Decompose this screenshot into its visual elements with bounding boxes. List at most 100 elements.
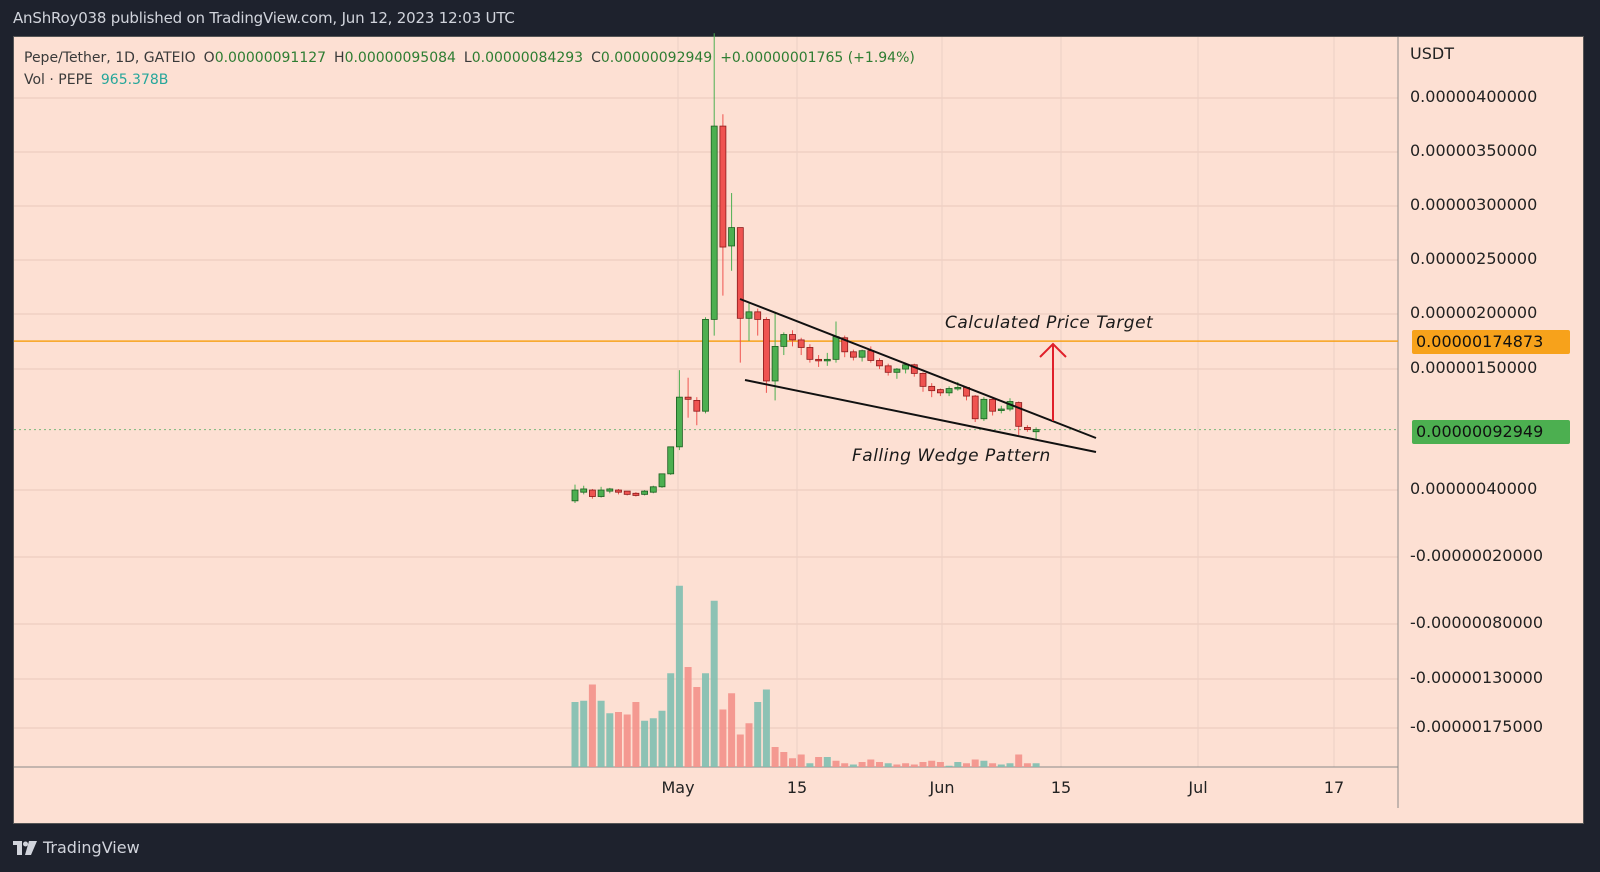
candle-body	[641, 490, 648, 495]
volume-bar	[997, 764, 1005, 767]
open-label: O	[203, 50, 215, 66]
candle-body	[580, 488, 588, 493]
volume-value: 965.378B	[100, 72, 169, 88]
arrow-head-icon	[1039, 342, 1067, 358]
candle-body	[632, 492, 640, 496]
volume-bar	[588, 684, 596, 767]
candle-body	[649, 486, 657, 493]
volume-bar	[641, 720, 649, 767]
candle-body	[667, 446, 675, 475]
candle-body	[736, 227, 744, 319]
volume-bar	[771, 747, 779, 767]
candle-body	[823, 358, 831, 362]
volume-bar	[858, 762, 866, 767]
candle-body	[832, 336, 840, 360]
price-tick-label: 0.00000250000	[1410, 249, 1538, 268]
price-tick-label: -0.00000175000	[1410, 717, 1544, 736]
volume-bar	[815, 757, 823, 767]
volume-bar	[762, 689, 770, 767]
candle-body	[806, 347, 814, 360]
volume-bar	[789, 758, 796, 767]
volume-bar	[780, 752, 788, 767]
candle-body	[710, 125, 718, 320]
tradingview-logo-icon	[13, 840, 37, 855]
volume-bar	[745, 723, 753, 767]
candle-body	[597, 489, 605, 497]
time-tick-label: Jul	[1188, 778, 1208, 797]
candle-body	[989, 398, 996, 412]
candle-body	[841, 337, 849, 353]
volume-bar	[989, 763, 997, 767]
last-price-badge: 0.00000092949	[1412, 420, 1570, 444]
candle-body	[797, 339, 805, 348]
volume-bar	[1015, 754, 1023, 767]
volume-bar	[980, 760, 988, 767]
candle-body	[867, 350, 875, 361]
candle-body	[937, 389, 944, 394]
brand-label: TradingView	[43, 838, 140, 857]
publisher-line: AnShRoy038 published on TradingView.com,…	[13, 9, 515, 27]
candle-body	[754, 311, 762, 320]
volume-bar	[1032, 763, 1040, 767]
candle-body	[719, 125, 727, 248]
candle-body	[780, 334, 788, 347]
tradingview-logo[interactable]: TradingView	[13, 838, 140, 857]
volume-bar	[893, 764, 901, 767]
volume-bar	[936, 762, 944, 767]
volume-bar	[684, 667, 692, 767]
volume-row: Vol · PEPE 965.378B	[24, 69, 915, 91]
volume-bar	[719, 709, 727, 767]
price-tick-label: 0.00000200000	[1410, 303, 1538, 322]
wedge-upper-trendline	[739, 298, 1097, 439]
candle-body	[850, 351, 857, 358]
volume-bar	[806, 763, 814, 767]
candle-body	[702, 318, 709, 412]
candle-body	[954, 387, 962, 390]
price-tick-label: 0.00000400000	[1410, 87, 1538, 106]
volume-bar	[1006, 763, 1014, 767]
volume-bar	[658, 710, 666, 767]
pattern-annotation: Falling Wedge Pattern	[852, 446, 1051, 466]
price-tick-label: 0.00000350000	[1410, 141, 1538, 160]
candle-body	[893, 368, 901, 373]
candle-body	[589, 489, 596, 497]
volume-bar	[876, 762, 883, 767]
time-tick-label: Jun	[929, 778, 955, 797]
open-value: 0.00000091127	[214, 50, 327, 66]
candle-body	[815, 358, 822, 362]
candle-body	[997, 408, 1005, 411]
candle-body	[771, 345, 779, 382]
candle-body	[745, 311, 753, 319]
volume-bar	[693, 687, 701, 767]
candle-body	[902, 364, 909, 370]
volume-bar	[832, 760, 840, 767]
ohlc-row: Pepe/Tether, 1D, GATEIO O0.00000091127 H0.…	[24, 47, 915, 69]
volume-bar	[580, 700, 588, 767]
candle-body	[606, 488, 614, 492]
candle-body	[945, 388, 953, 394]
currency-label: USDT	[1410, 44, 1454, 63]
price-tick-label: 0.00000040000	[1410, 479, 1538, 498]
price-tick-label: -0.00000080000	[1410, 613, 1544, 632]
volume-label: Vol · PEPE	[24, 72, 93, 88]
volume-bar	[945, 765, 953, 767]
volume-bar	[867, 759, 875, 767]
volume-bar	[910, 764, 918, 767]
volume-bar	[702, 673, 709, 767]
volume-bar	[710, 600, 718, 767]
volume-bar	[736, 734, 744, 767]
volume-bar	[728, 693, 736, 767]
volume-bar	[797, 754, 805, 767]
target-annotation: Calculated Price Target	[945, 313, 1154, 333]
volume-bar	[597, 700, 605, 767]
chart-legend: Pepe/Tether, 1D, GATEIO O0.00000091127 H0.…	[24, 47, 915, 91]
candle-body	[789, 334, 796, 341]
volume-bar	[841, 763, 849, 767]
candle-body	[658, 473, 666, 488]
candle-body	[684, 396, 692, 400]
volume-bar	[632, 702, 640, 767]
volume-bar	[971, 759, 979, 767]
candle-body	[676, 396, 683, 448]
candle-body	[1024, 426, 1031, 430]
